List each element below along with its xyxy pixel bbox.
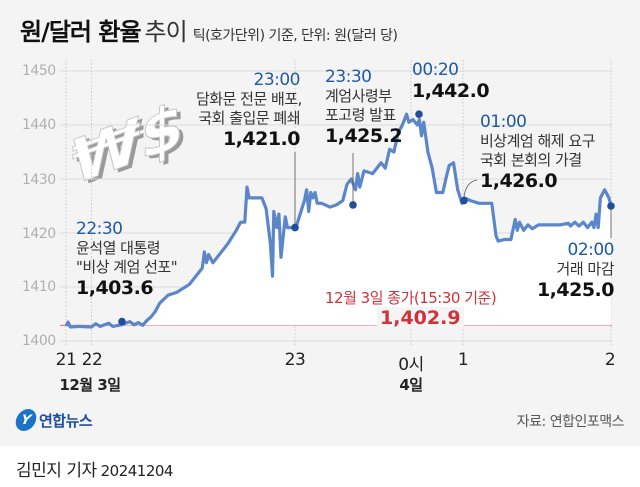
- annotation-desc: 포고령 발표: [325, 106, 396, 124]
- annotation-desc: 윤석열 대통령: [76, 239, 161, 257]
- y-tick-1450: 1450: [22, 63, 56, 79]
- chart-unit-note: 틱(호가단위) 기준, 단위: 원(달러 당): [192, 28, 398, 44]
- yonhap-logo: Y 연합뉴스: [13, 409, 93, 431]
- annotation-0100: 01:00 비상계엄 해제 요구 국회 본회의 가결 1,426.0: [480, 112, 595, 192]
- won-dollar-icon: ₩$ ₩$: [72, 98, 188, 188]
- x-tick-0: 0시: [398, 355, 424, 375]
- logo-text: 연합뉴스: [39, 411, 93, 430]
- area-fill: [66, 114, 611, 327]
- chart-title: 원/달러 환율: [20, 18, 142, 46]
- annotation-time: 23:30: [325, 67, 372, 87]
- annotation-desc: 국회 본회의 가결: [480, 151, 582, 169]
- y-tick-1420: 1420: [22, 226, 56, 242]
- annotation-time: 23:00: [253, 70, 301, 90]
- y-tick-1410: 1410: [22, 279, 56, 295]
- date-label-dec3: 12월 3일: [59, 376, 121, 394]
- yonhap-logo-icon: Y: [13, 409, 39, 431]
- annotation-0200: 02:00 거래 마감 1,425.0: [530, 240, 615, 301]
- x-tick-22: 22: [81, 350, 103, 370]
- x-tick-2: 2: [604, 350, 616, 370]
- line-chart: [60, 60, 615, 347]
- annotation-time: 22:30: [76, 219, 123, 239]
- annotation-value: 1,426.0: [480, 170, 558, 192]
- annotation-value: 1,403.6: [76, 277, 154, 299]
- x-tick-23: 23: [284, 350, 306, 370]
- annotation-time: 02:00: [567, 240, 615, 260]
- annotation-value: 1,442.0: [412, 80, 490, 102]
- y-tick-1400: 1400: [22, 333, 56, 349]
- annotation-value: 1,421.0: [222, 128, 301, 150]
- exchange-rate-line: [64, 112, 613, 329]
- annotation-time: 00:20: [412, 60, 459, 80]
- annotation-desc: 비상계엄 해제 요구: [480, 132, 595, 150]
- annotation-leaders: [294, 152, 612, 238]
- y-tick-1440: 1440: [22, 117, 56, 133]
- reference-value: 1,402.9: [377, 307, 464, 329]
- annotation-2230: 22:30 윤석열 대통령 "비상 계엄 선포" 1,403.6: [76, 219, 178, 299]
- annotation-desc: 거래 마감: [556, 260, 615, 278]
- annotation-value: 1,425.0: [536, 279, 615, 301]
- byline: 김민지 기자 20241204: [16, 456, 173, 481]
- annotation-0020: 00:20 1,442.0: [412, 60, 490, 102]
- reporter-name: 김민지 기자: [16, 461, 97, 481]
- annotation-desc: 국회 출입문 폐쇄: [198, 109, 300, 127]
- source-credit: 자료: 연합인포맥스: [516, 414, 625, 430]
- x-tick-21: 21: [55, 350, 77, 370]
- y-tick-1430: 1430: [22, 172, 56, 188]
- x-tick-1: 1: [457, 350, 469, 370]
- annotation-desc: "비상 계엄 선포": [76, 258, 178, 276]
- annotation-2300: 23:00 담화문 전문 배포, 국회 출입문 폐쇄 1,421.0: [196, 70, 302, 150]
- annotation-time: 01:00: [480, 112, 527, 132]
- annotation-desc: 계엄사령부: [325, 87, 392, 105]
- annotation-value: 1,425.2: [325, 125, 403, 147]
- date-label-dec4: 4일: [399, 376, 423, 394]
- reference-label: 12월 3일 종가(15:30 기준): [325, 289, 497, 307]
- chart-header: 원/달러 환율 추이 틱(호가단위) 기준, 단위: 원(달러 당): [20, 12, 398, 47]
- event-markers: [118, 110, 615, 326]
- annotation-desc: 담화문 전문 배포,: [196, 90, 302, 108]
- annotation-2330: 23:30 계엄사령부 포고령 발표 1,425.2: [325, 67, 403, 147]
- publish-date: 20241204: [100, 462, 174, 480]
- chart-title-sub: 추이: [144, 18, 188, 46]
